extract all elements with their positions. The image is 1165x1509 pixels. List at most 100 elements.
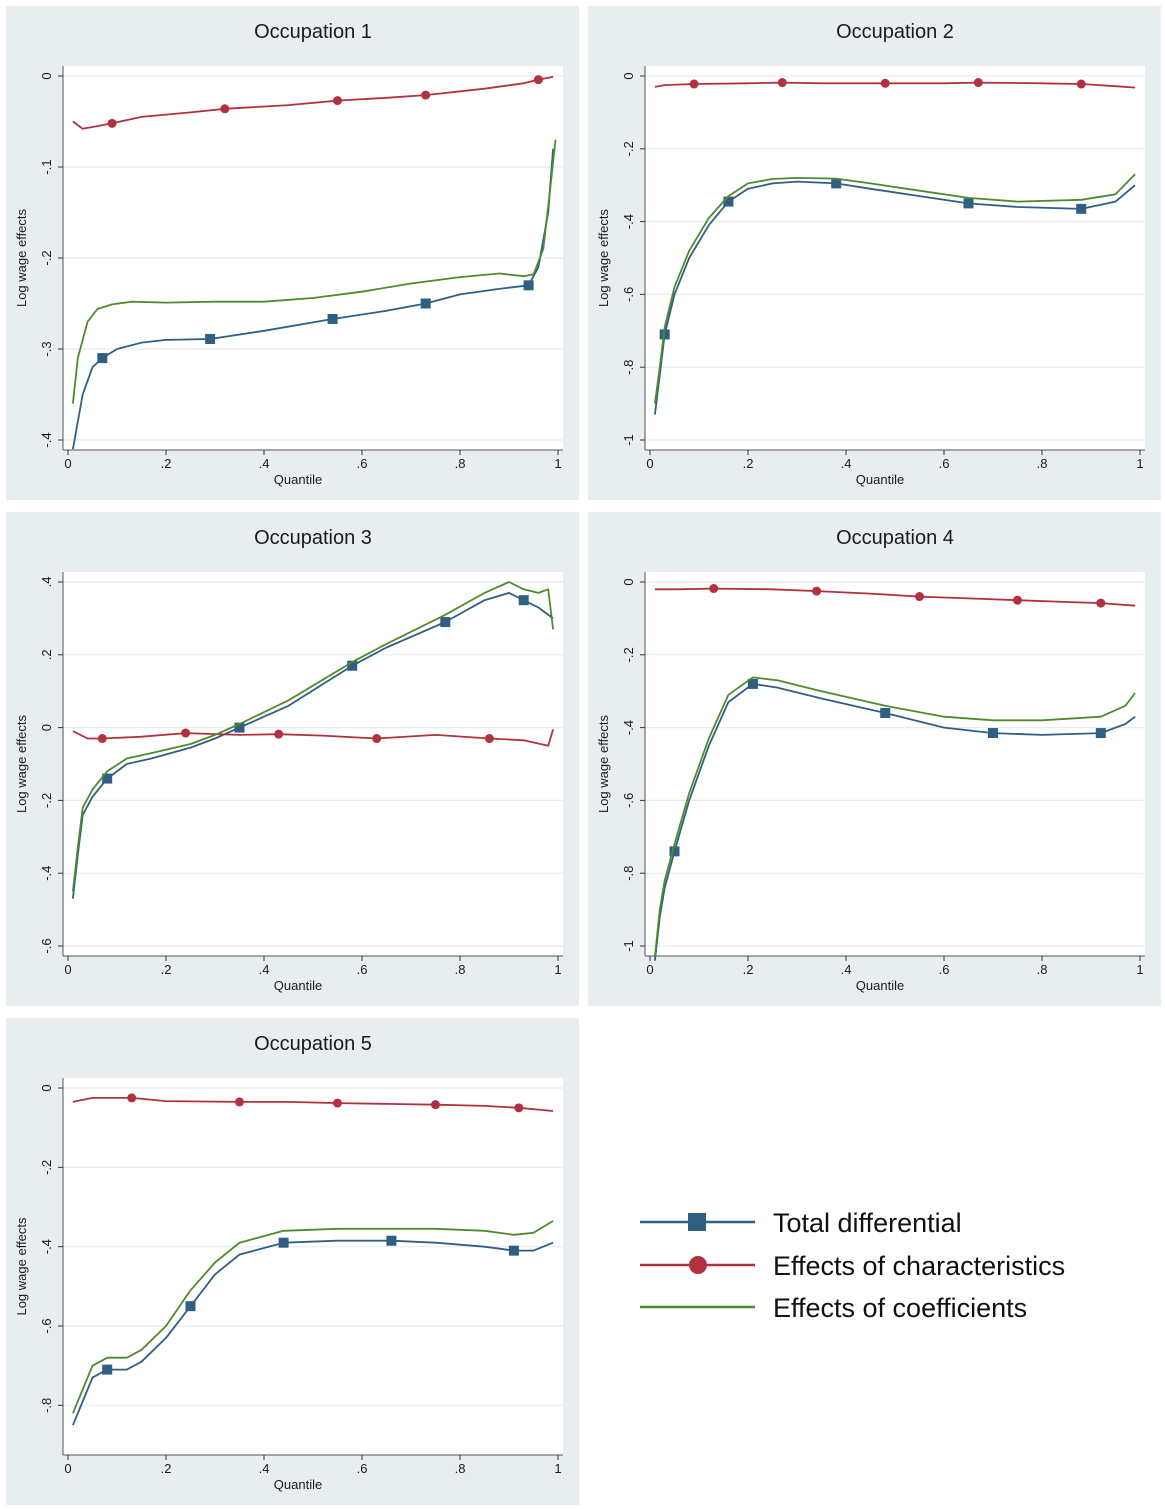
y-tick-label: -.8 <box>39 1398 54 1413</box>
data-point-total <box>508 1245 519 1256</box>
x-tick-label: 1 <box>1136 456 1143 471</box>
x-axis-label: Quantile <box>274 978 322 993</box>
occupation-5-chart-panel: 0 -.2 -.4 -.6 -.8 0 .2 .4 .6 .8 1 Occupation 5 Quant… <box>6 1018 579 1505</box>
y-tick-label: -.2 <box>39 250 54 265</box>
data-point-total <box>347 660 358 671</box>
x-tick-label: 1 <box>554 962 561 977</box>
y-tick-label: -.4 <box>621 720 636 735</box>
y-tick-label: -1 <box>621 940 636 952</box>
series-line-coefficients <box>72 581 554 892</box>
data-point-total <box>831 178 842 189</box>
x-tick-label: .2 <box>161 456 172 471</box>
y-axis-label: Log wage effects <box>14 208 29 307</box>
x-axis-label: Quantile <box>856 978 904 993</box>
data-point-characteristics <box>431 1100 440 1110</box>
data-point-characteristics <box>372 734 382 744</box>
y-tick-label: -.4 <box>621 214 636 229</box>
x-tick-label: 0 <box>64 456 71 471</box>
x-tick-label: .4 <box>841 456 852 471</box>
legend-label-coefficients: Effects of coefficients <box>773 1293 1027 1323</box>
data-point-characteristics <box>235 1097 244 1107</box>
x-tick-label: 0 <box>64 1461 71 1476</box>
data-point-characteristics <box>107 118 117 128</box>
x-tick-label: .6 <box>939 456 950 471</box>
legend-marker-circle <box>689 1256 707 1274</box>
x-tick-label: .6 <box>939 962 950 977</box>
series-line-characteristics <box>72 76 554 130</box>
y-tick-label: -.1 <box>39 159 54 174</box>
y-tick-label: .4 <box>39 577 54 588</box>
occupation-4-chart-panel: 0 -.2 -.4 -.6 -.8 -1 0 .2 .4 .6 .8 1 Occupation 4 Qua… <box>588 512 1161 1006</box>
y-tick-label: 0 <box>39 72 54 79</box>
occupation-1-chart-panel: 0 -.1 -.2 -.3 -.4 0 .2 .4 .6 .8 1 Occupation 1 Quant… <box>6 6 579 500</box>
data-point-characteristics <box>973 78 983 88</box>
data-point-total <box>185 1301 196 1312</box>
data-point-characteristics <box>689 79 699 89</box>
y-axis-label: Log wage effects <box>596 208 611 307</box>
data-point-total <box>278 1237 289 1248</box>
data-point-total <box>97 353 108 364</box>
data-point-total <box>1076 203 1087 214</box>
data-point-total <box>327 313 338 324</box>
data-point-total <box>102 773 113 784</box>
data-point-characteristics <box>274 729 284 739</box>
chart-title: Occupation 4 <box>836 527 954 549</box>
data-point-total <box>988 728 998 739</box>
legend-label-total: Total differential <box>773 1208 962 1238</box>
data-point-total <box>723 196 734 207</box>
series-line-total <box>654 682 1136 961</box>
x-tick-label: 0 <box>646 962 653 977</box>
data-point-total <box>523 280 534 291</box>
x-tick-label: .6 <box>357 456 368 471</box>
y-tick-label: -.6 <box>39 938 54 953</box>
x-axis-label: Quantile <box>274 1477 322 1492</box>
y-tick-label: 0 <box>39 724 54 731</box>
data-point-characteristics <box>421 90 431 100</box>
data-point-characteristics <box>880 78 890 88</box>
chart-title: Occupation 2 <box>836 21 954 43</box>
legend-label-characteristics: Effects of characteristics <box>773 1251 1065 1281</box>
x-tick-label: .8 <box>1037 962 1048 977</box>
data-point-characteristics <box>1076 79 1086 89</box>
y-tick-label: -.6 <box>621 793 636 808</box>
data-point-characteristics <box>127 1093 137 1103</box>
x-tick-label: .8 <box>455 962 466 977</box>
x-tick-label: .2 <box>161 962 172 977</box>
x-tick-label: 0 <box>64 962 71 977</box>
data-point-characteristics <box>333 96 342 106</box>
data-point-total <box>420 298 431 309</box>
legend-item-coefficients: Effects of coefficients <box>640 1293 1027 1323</box>
y-tick-label: -.2 <box>39 793 54 808</box>
chart-title: Occupation 3 <box>254 527 372 549</box>
x-tick-label: 1 <box>1136 962 1143 977</box>
y-tick-label: -1 <box>621 434 636 446</box>
x-tick-label: .4 <box>841 962 852 977</box>
data-point-characteristics <box>533 75 543 85</box>
data-point-characteristics <box>220 104 230 114</box>
series-line-characteristics <box>72 1097 554 1112</box>
plot-area <box>645 572 1145 956</box>
data-point-total <box>205 333 216 344</box>
data-point-total <box>234 722 245 733</box>
y-tick-label: 0 <box>621 578 636 585</box>
chart-svg: .4 .2 0 -.2 -.4 -.6 0 .2 .4 .6 .8 1 Occupation 3 Quan… <box>14 527 563 993</box>
x-tick-label: .2 <box>743 456 754 471</box>
plot-area <box>645 66 1145 450</box>
y-tick-label: -.3 <box>39 341 54 356</box>
legend: Total differential Effects of characteri… <box>640 1208 1065 1323</box>
series-line-coefficients <box>72 139 557 404</box>
occupation-3-chart-panel: .4 .2 0 -.2 -.4 -.6 0 .2 .4 .6 .8 1 Occupation 3 Quan… <box>6 512 579 1006</box>
data-point-total <box>102 1364 113 1375</box>
x-tick-label: .4 <box>259 1461 270 1476</box>
data-point-total <box>669 846 680 857</box>
y-tick-label: 0 <box>39 1084 54 1091</box>
data-point-total <box>386 1235 397 1246</box>
data-point-characteristics <box>97 734 107 744</box>
data-point-characteristics <box>1096 598 1106 608</box>
chart-title: Occupation 5 <box>254 1033 372 1055</box>
data-point-total <box>1095 728 1106 739</box>
y-tick-label: -.8 <box>621 360 636 375</box>
data-point-characteristics <box>484 734 494 744</box>
x-tick-label: .2 <box>743 962 754 977</box>
chart-svg: 0 -.2 -.4 -.6 -.8 -1 0 .2 .4 .6 .8 1 Occupation 4 Qua… <box>596 527 1145 993</box>
